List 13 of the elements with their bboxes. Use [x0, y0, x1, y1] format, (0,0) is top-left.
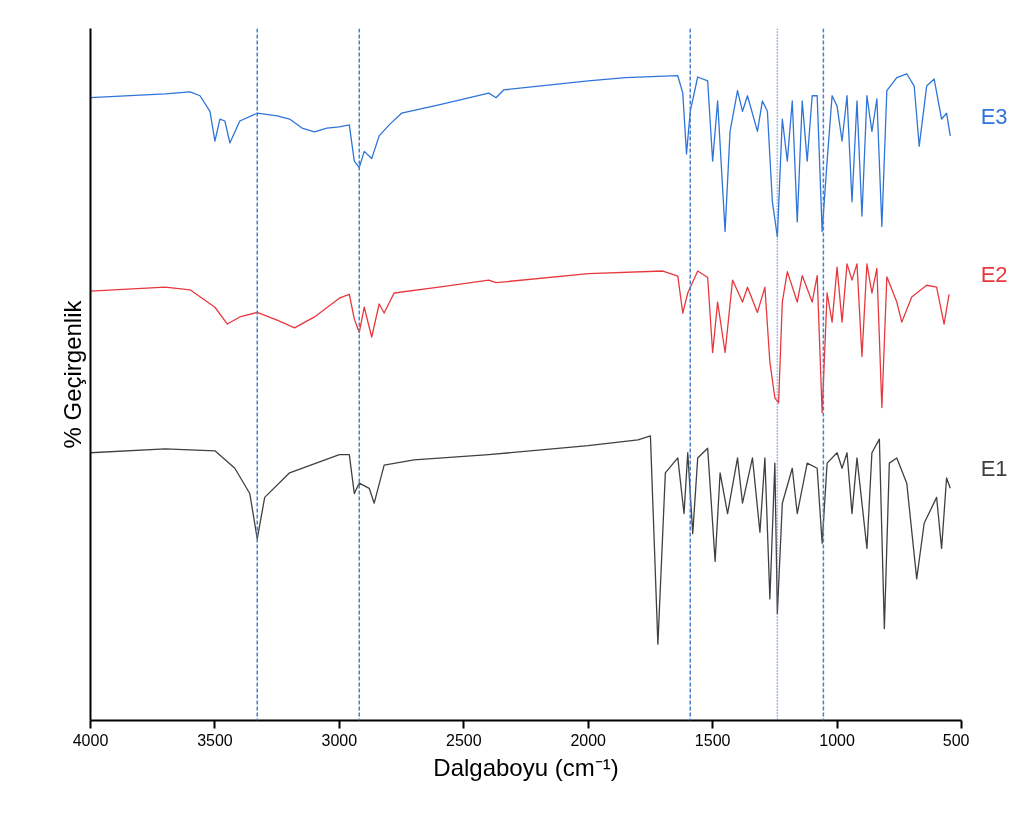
- x-tick-label: 500: [942, 731, 970, 749]
- x-axis-title: Dalgaboyu (cm⁻¹): [433, 753, 619, 781]
- series-label: E3: [980, 103, 1008, 129]
- x-tick-label: 3000: [321, 731, 358, 749]
- x-tick-label: 1000: [819, 731, 855, 749]
- x-tick-label: 2000: [570, 731, 607, 749]
- series-label: E1: [980, 456, 1008, 482]
- x-tick-label: 3500: [197, 731, 233, 749]
- x-tick-label: 1500: [694, 731, 731, 749]
- series-label: E2: [980, 262, 1008, 288]
- x-tick-label: 2500: [445, 731, 482, 749]
- y-axis-title: % Geçirgenlik: [58, 299, 86, 449]
- x-tick-label: 4000: [72, 731, 109, 749]
